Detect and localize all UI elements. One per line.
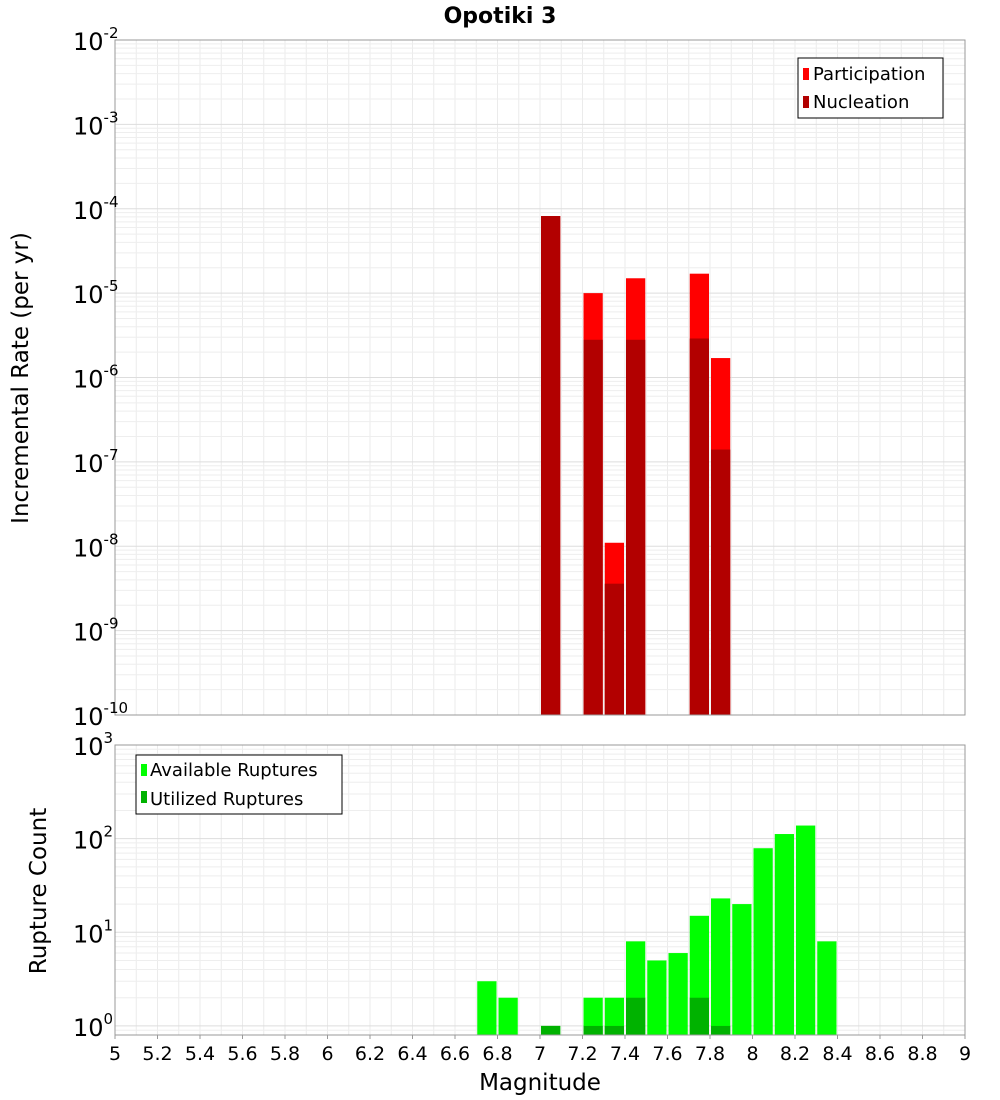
x-tick-label: 5.8 bbox=[270, 1043, 300, 1065]
x-axis-label: Magnitude bbox=[479, 1070, 601, 1096]
bar-nucleation bbox=[541, 216, 561, 715]
legend-swatch-available-ruptures bbox=[141, 764, 147, 776]
x-tick-label: 6 bbox=[321, 1043, 333, 1065]
bar-nucleation bbox=[604, 583, 624, 715]
bar-available-ruptures bbox=[774, 834, 794, 1035]
bar-available-ruptures bbox=[753, 848, 773, 1035]
y-tick-label: 10-7 bbox=[73, 446, 119, 478]
y-tick-label: 10-6 bbox=[73, 362, 119, 394]
x-tick-label: 7.2 bbox=[567, 1043, 597, 1065]
top-y-tick-labels: 10-10 10-9 10-8 10-7 10-6 10-5 10-4 10-3 10-2 bbox=[73, 24, 128, 731]
x-tick-label: 7.4 bbox=[610, 1043, 640, 1065]
bar-available-ruptures bbox=[817, 941, 837, 1035]
x-tick-label: 7.6 bbox=[652, 1043, 682, 1065]
bar-available-ruptures bbox=[796, 825, 816, 1035]
bar-available-ruptures bbox=[583, 997, 603, 1035]
bottom-y-tick-labels: 100 101 102 103 bbox=[73, 729, 113, 1042]
bottom-panel: 100 101 102 103 5 5.2 5.4 5.6 5.8 6 6.2 6.4 6.6 6.8 7… bbox=[26, 729, 971, 1096]
x-tick-label: 5 bbox=[109, 1043, 121, 1065]
x-tick-label: 6.4 bbox=[397, 1043, 427, 1065]
y-tick-label: 100 bbox=[73, 1010, 113, 1042]
y-tick-label: 10-8 bbox=[73, 530, 119, 562]
x-tick-label: 6.8 bbox=[482, 1043, 512, 1065]
bar-utilized-ruptures bbox=[541, 1025, 561, 1035]
top-legend: Participation Nucleation bbox=[797, 57, 944, 119]
x-tick-labels: 5 5.2 5.4 5.6 5.8 6 6.2 6.4 6.6 6.8 7 7.2 7.4 7.6 7.8 8… bbox=[109, 1035, 971, 1065]
top-gridlines bbox=[114, 40, 966, 716]
legend-swatch-nucleation bbox=[803, 96, 809, 108]
bar-utilized-ruptures bbox=[604, 1025, 624, 1035]
x-tick-label: 6.2 bbox=[355, 1043, 385, 1065]
bar-available-ruptures bbox=[647, 960, 667, 1035]
chart-title: Opotiki 3 bbox=[444, 4, 557, 29]
x-tick-label: 5.6 bbox=[227, 1043, 257, 1065]
bar-available-ruptures bbox=[477, 981, 497, 1035]
bar-nucleation bbox=[711, 449, 731, 715]
top-legend-box bbox=[797, 57, 944, 119]
bottom-bars bbox=[477, 825, 837, 1035]
legend-label-available-ruptures: Available Ruptures bbox=[150, 760, 318, 781]
y-tick-label: 10-2 bbox=[73, 24, 119, 56]
legend-label-utilized-ruptures: Utilized Ruptures bbox=[150, 789, 303, 810]
top-plot-border bbox=[114, 39, 966, 716]
bar-available-ruptures bbox=[668, 953, 688, 1035]
x-tick-label: 9 bbox=[959, 1043, 971, 1065]
x-tick-label: 5.4 bbox=[185, 1043, 215, 1065]
y-tick-label: 10-4 bbox=[73, 193, 119, 225]
x-tick-label: 8.6 bbox=[865, 1043, 895, 1065]
bar-available-ruptures bbox=[711, 898, 731, 1035]
legend-swatch-utilized-ruptures bbox=[141, 791, 147, 803]
x-tick-label: 8.2 bbox=[780, 1043, 810, 1065]
x-tick-label: 6.6 bbox=[440, 1043, 470, 1065]
bottom-legend-box bbox=[135, 754, 343, 815]
y-tick-label: 102 bbox=[73, 823, 113, 855]
bar-available-ruptures bbox=[498, 997, 518, 1035]
y-tick-label: 10-10 bbox=[73, 699, 128, 731]
top-panel: 10-10 10-9 10-8 10-7 10-6 10-5 10-4 10-3 10-2 In… bbox=[8, 24, 966, 731]
legend-label-participation: Participation bbox=[813, 64, 925, 85]
legend-swatch-participation bbox=[803, 68, 809, 80]
y-tick-label: 10-9 bbox=[73, 615, 119, 647]
y-tick-label: 10-5 bbox=[73, 277, 119, 309]
bar-nucleation bbox=[626, 339, 646, 715]
bar-available-ruptures bbox=[732, 904, 752, 1035]
bottom-y-axis-label: Rupture Count bbox=[26, 808, 52, 974]
top-bars bbox=[541, 216, 731, 715]
bar-nucleation bbox=[583, 339, 603, 715]
y-tick-label: 101 bbox=[73, 916, 113, 948]
legend-label-nucleation: Nucleation bbox=[813, 92, 909, 113]
bar-utilized-ruptures bbox=[583, 1025, 603, 1035]
top-y-axis-label: Incremental Rate (per yr) bbox=[8, 232, 34, 524]
y-tick-label: 10-3 bbox=[73, 108, 119, 140]
bar-utilized-ruptures bbox=[711, 1025, 731, 1035]
x-tick-label: 7 bbox=[534, 1043, 546, 1065]
x-tick-label: 7.8 bbox=[695, 1043, 725, 1065]
x-tick-label: 8.4 bbox=[822, 1043, 852, 1065]
bar-available-ruptures bbox=[604, 997, 624, 1035]
bar-nucleation bbox=[689, 338, 709, 715]
x-tick-label: 5.2 bbox=[142, 1043, 172, 1065]
x-tick-label: 8 bbox=[746, 1043, 758, 1065]
x-tick-label: 8.8 bbox=[907, 1043, 937, 1065]
bar-utilized-ruptures bbox=[689, 997, 709, 1035]
bottom-legend: Available Ruptures Utilized Ruptures bbox=[135, 754, 343, 815]
bar-utilized-ruptures bbox=[626, 997, 646, 1035]
y-tick-label: 103 bbox=[73, 729, 113, 761]
